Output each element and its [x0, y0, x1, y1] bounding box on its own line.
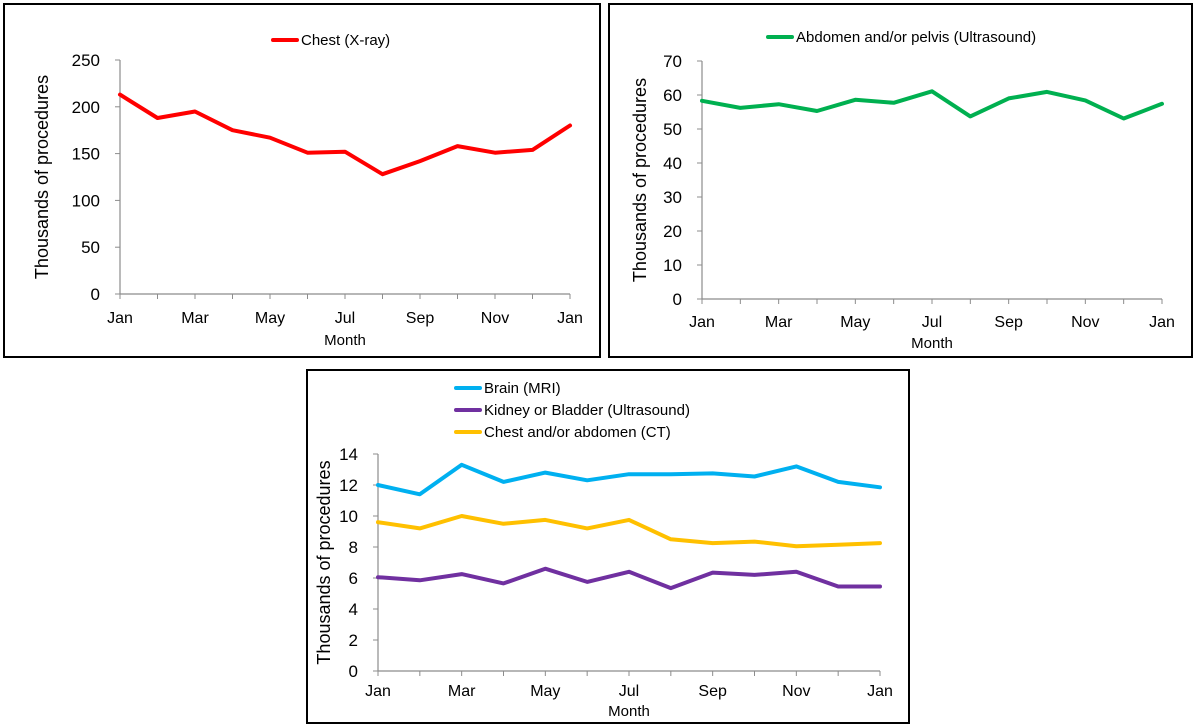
y-tick-label: 50	[663, 120, 682, 139]
y-tick-label: 100	[72, 191, 100, 210]
chart-panel-abdomen-ultrasound: 0 10 20 30 40 50 60 70 Jan Mar May Jul Sep Nov Jan Mont…	[608, 3, 1193, 358]
x-tick-label: Jul	[335, 310, 355, 327]
x-tick-label: Jan	[1149, 314, 1175, 331]
x-tick-label: Sep	[698, 683, 727, 700]
x-tick-label: Jan	[107, 310, 133, 327]
x-axis-title: Month	[911, 335, 953, 352]
y-tick-label: 0	[349, 662, 358, 681]
y-tick-label: 10	[663, 256, 682, 275]
x-tick-label: Jan	[867, 683, 893, 700]
x-tick-label: Mar	[448, 683, 476, 700]
chart-multi-series: 0 2 4 6 8 10 12 14 Jan Mar May Jul Sep Nov Jan Month Tho…	[314, 380, 893, 720]
y-axis-title: Thousands of procedures	[314, 460, 334, 664]
x-tick-label: Nov	[481, 310, 509, 327]
chart-chest-xray: 0 50 100 150 200 250 Jan Mar May Jul Sep Nov Jan Mont…	[32, 32, 583, 349]
y-tick-label: 6	[349, 569, 358, 588]
x-tick-label: Nov	[1071, 314, 1099, 331]
x-tick-label: Jan	[689, 314, 715, 331]
x-tick-label: Mar	[181, 310, 209, 327]
x-tick-label: May	[840, 314, 870, 331]
y-tick-label: 20	[663, 222, 682, 241]
y-tick-label: 150	[72, 145, 100, 164]
series-line-1	[376, 566, 882, 591]
chart-panel-multi-series: 0 2 4 6 8 10 12 14 Jan Mar May Jul Sep Nov Jan Month Tho…	[306, 369, 910, 724]
y-tick-label: 250	[72, 51, 100, 70]
legend-label-2: Chest and/or abdomen (CT)	[484, 424, 671, 441]
x-tick-label: May	[530, 683, 560, 700]
x-tick-label: May	[255, 310, 285, 327]
y-tick-label: 50	[81, 238, 100, 257]
y-tick-label: 0	[673, 290, 682, 309]
y-tick-label: 30	[663, 188, 682, 207]
x-tick-label: Jan	[557, 310, 583, 327]
legend-label-0: Chest (X-ray)	[301, 32, 390, 49]
y-tick-label: 12	[339, 476, 358, 495]
series-line-0	[118, 92, 572, 177]
series-line-0	[376, 462, 882, 497]
series-line-0	[700, 89, 1164, 121]
x-tick-label: Sep	[994, 314, 1023, 331]
y-tick-label: 10	[339, 507, 358, 526]
series-line-2	[376, 514, 882, 549]
y-tick-label: 4	[349, 600, 358, 619]
x-axis-title: Month	[324, 332, 366, 349]
y-tick-label: 60	[663, 86, 682, 105]
x-axis-title: Month	[608, 703, 650, 720]
legend-label-0: Abdomen and/or pelvis (Ultrasound)	[796, 29, 1036, 46]
y-tick-label: 2	[349, 631, 358, 650]
y-axis-title: Thousands of procedures	[32, 75, 52, 279]
y-tick-label: 14	[339, 445, 358, 464]
y-tick-label: 200	[72, 98, 100, 117]
x-tick-label: Jul	[922, 314, 942, 331]
x-tick-label: Sep	[406, 310, 435, 327]
x-tick-label: Jul	[619, 683, 639, 700]
x-tick-label: Mar	[765, 314, 793, 331]
y-tick-label: 8	[349, 538, 358, 557]
y-axis-title: Thousands of procedures	[630, 78, 650, 282]
legend-label-1: Kidney or Bladder (Ultrasound)	[484, 402, 690, 419]
chart-abdomen-ultrasound: 0 10 20 30 40 50 60 70 Jan Mar May Jul Sep Nov Jan Mont…	[630, 29, 1175, 352]
legend-label-0: Brain (MRI)	[484, 380, 561, 397]
x-tick-label: Nov	[782, 683, 810, 700]
y-tick-label: 70	[663, 52, 682, 71]
x-tick-label: Jan	[365, 683, 391, 700]
y-tick-label: 0	[91, 285, 100, 304]
chart-panel-chest-xray: 0 50 100 150 200 250 Jan Mar May Jul Sep Nov Jan Mont…	[3, 3, 601, 358]
y-tick-label: 40	[663, 154, 682, 173]
